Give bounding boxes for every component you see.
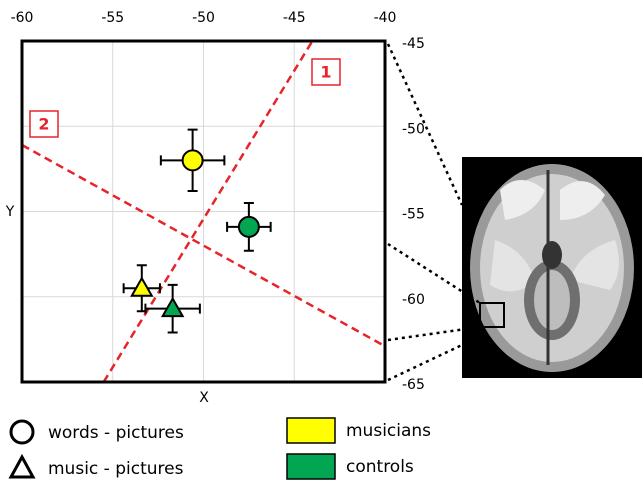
legend-marker xyxy=(11,421,33,443)
y-tick-label: -65 xyxy=(402,377,425,393)
x-tick-label: -55 xyxy=(101,10,124,26)
plot-area xyxy=(22,41,385,382)
legend-label: words - pictures xyxy=(48,423,184,443)
reference-label: 1 xyxy=(320,63,331,82)
legend-swatch xyxy=(287,454,335,479)
y-axis-label: Y xyxy=(5,204,15,220)
legend-label: musicians xyxy=(346,421,431,441)
x-tick-label: -40 xyxy=(374,10,397,26)
x-axis-label: X xyxy=(199,390,209,406)
x-tick-label: -45 xyxy=(283,10,306,26)
data-point xyxy=(183,150,203,170)
legend-label: controls xyxy=(346,457,414,477)
figure: X Y -60 -55 -50 -45 -40 -65 -60 -55 -50 -45 1 2 word… xyxy=(0,0,642,482)
data-point xyxy=(239,217,259,237)
y-tick-label: -60 xyxy=(402,292,425,308)
brain-image xyxy=(462,157,642,378)
y-tick-label: -55 xyxy=(402,207,425,223)
legend-marker xyxy=(11,457,33,477)
legend-swatch xyxy=(287,418,335,443)
data-point xyxy=(132,278,152,296)
x-tick-label: -60 xyxy=(11,10,34,26)
legend-label: music - pictures xyxy=(48,459,184,479)
y-tick-label: -45 xyxy=(402,36,425,52)
data-point xyxy=(163,299,183,317)
x-tick-label: -50 xyxy=(192,10,215,26)
y-tick-label: -50 xyxy=(402,121,425,137)
reference-label: 2 xyxy=(38,115,49,134)
